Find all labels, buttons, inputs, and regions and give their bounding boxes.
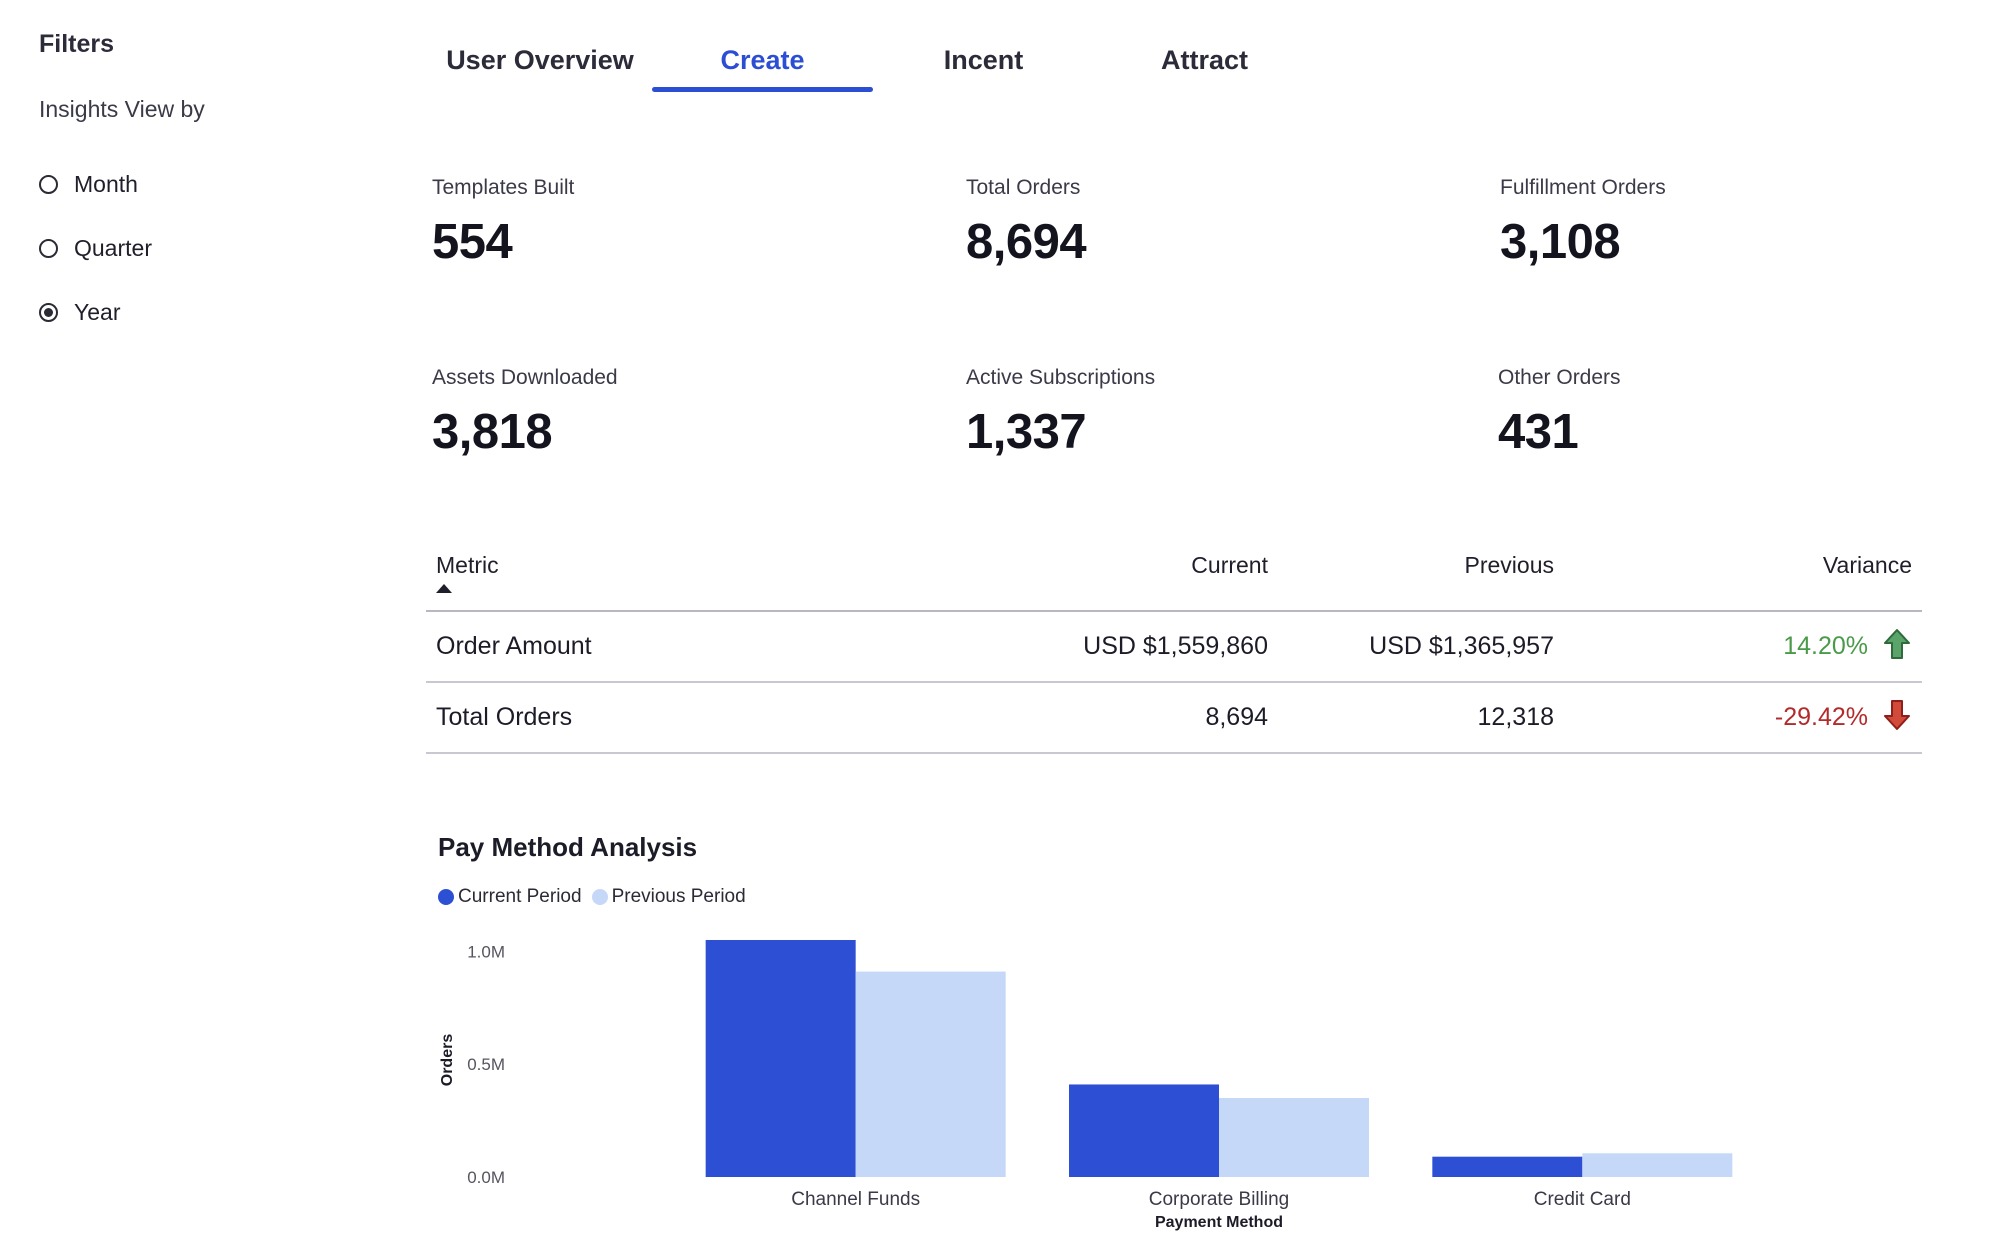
cell-variance: 14.20% <box>1783 632 1868 660</box>
x-tick-label: Corporate Billing <box>1149 1189 1289 1210</box>
kpi-value: 3,818 <box>432 405 553 459</box>
bar-current <box>705 940 856 1177</box>
radio-button-month[interactable] <box>39 175 58 194</box>
kpi-total-orders: Total Orders 8,694 <box>966 176 1386 270</box>
bar-current <box>1432 1156 1583 1177</box>
kpi-label: Templates Built <box>432 176 575 199</box>
arrow-down-icon <box>1884 700 1910 730</box>
radio-button-quarter[interactable] <box>39 239 58 258</box>
cell-metric: Order Amount <box>436 632 592 660</box>
legend-label-previous: Previous Period <box>611 886 746 907</box>
cell-variance: -29.42% <box>1774 703 1868 731</box>
arrow-up-icon <box>1884 629 1910 659</box>
legend-swatch-current <box>438 889 454 905</box>
tab-bar: User Overview Create Incent Attract <box>430 40 1290 92</box>
kpi-value: 8,694 <box>966 215 1087 269</box>
radio-label-quarter: Quarter <box>74 235 152 261</box>
y-axis-label: Orders <box>439 1034 456 1087</box>
radio-month[interactable]: Month <box>39 171 138 198</box>
column-header-variance[interactable]: Variance <box>1822 552 1912 578</box>
kpi-label: Other Orders <box>1498 366 1621 389</box>
tab-create[interactable]: Create <box>652 40 873 92</box>
cell-metric: Total Orders <box>436 703 573 731</box>
active-tab-indicator <box>652 87 873 92</box>
y-tick-label: 0.5M <box>467 1055 505 1074</box>
table-row: Total Orders 8,694 12,318 -29.42% <box>426 683 1922 754</box>
tab-user-overview[interactable]: User Overview <box>446 45 634 75</box>
insights-view-by-label: Insights View by <box>39 96 205 122</box>
kpi-value: 1,337 <box>966 405 1087 459</box>
kpi-label: Assets Downloaded <box>432 366 618 389</box>
filters-title: Filters <box>39 30 115 58</box>
table-header: Metric Current Previous Variance <box>426 548 1922 612</box>
kpi-label: Total Orders <box>966 176 1081 199</box>
x-tick-label: Channel Funds <box>791 1189 920 1210</box>
kpi-label: Active Subscriptions <box>966 366 1156 389</box>
bar-current <box>1069 1084 1219 1177</box>
cell-current: USD $1,559,860 <box>1083 632 1268 660</box>
sort-ascending-icon[interactable] <box>436 584 452 593</box>
legend-item-current[interactable]: Current Period <box>438 886 582 908</box>
radio-year[interactable]: Year <box>39 299 120 326</box>
tab-incent[interactable]: Incent <box>943 45 1024 75</box>
kpi-value: 554 <box>432 215 513 269</box>
column-header-current[interactable]: Current <box>1191 552 1268 578</box>
legend-label-current: Current Period <box>458 886 582 907</box>
tab-attract[interactable]: Attract <box>1160 45 1248 75</box>
cell-current: 8,694 <box>1205 703 1268 731</box>
radio-label-year: Year <box>74 299 121 325</box>
legend-swatch-previous <box>591 889 608 905</box>
tab-create-label: Create <box>720 45 805 75</box>
chart-legend: Current Period Previous Period <box>438 886 756 908</box>
kpi-value: 431 <box>1498 405 1579 459</box>
kpi-other-orders: Other Orders 431 <box>1498 366 1918 460</box>
metrics-table: Metric Current Previous Variance Order A… <box>426 548 1922 754</box>
kpi-label: Fulfillment Orders <box>1500 176 1666 199</box>
legend-item-previous[interactable]: Previous Period <box>591 886 746 908</box>
radio-quarter[interactable]: Quarter <box>39 235 152 262</box>
filters-panel: Filters Insights View by Month Quarter Y… <box>39 0 359 1242</box>
kpi-active-subscriptions: Active Subscriptions 1,337 <box>966 366 1386 460</box>
x-tick-label: Credit Card <box>1534 1189 1631 1210</box>
column-header-metric[interactable]: Metric <box>436 552 499 579</box>
bar-previous <box>855 971 1006 1177</box>
column-header-previous[interactable]: Previous <box>1464 552 1554 578</box>
kpi-templates-built: Templates Built 554 <box>432 176 852 270</box>
y-tick-label: 0.0M <box>467 1168 505 1187</box>
radio-label-month: Month <box>74 171 138 197</box>
table-row: Order Amount USD $1,559,860 USD $1,365,9… <box>426 612 1922 683</box>
kpi-fulfillment-orders: Fulfillment Orders 3,108 <box>1500 176 1920 270</box>
radio-button-year[interactable] <box>39 303 58 322</box>
y-tick-label: 1.0M <box>467 942 505 961</box>
cell-previous: 12,318 <box>1477 703 1554 731</box>
chart-title: Pay Method Analysis <box>438 832 698 862</box>
kpi-assets-downloaded: Assets Downloaded 3,818 <box>432 366 852 460</box>
bar-previous <box>1582 1153 1733 1177</box>
cell-previous: USD $1,365,957 <box>1369 632 1554 660</box>
x-axis-label: Payment Method <box>1155 1214 1283 1231</box>
column-header-metric-label: Metric <box>436 552 499 578</box>
kpi-value: 3,108 <box>1500 215 1621 269</box>
bar-previous <box>1219 1098 1369 1177</box>
